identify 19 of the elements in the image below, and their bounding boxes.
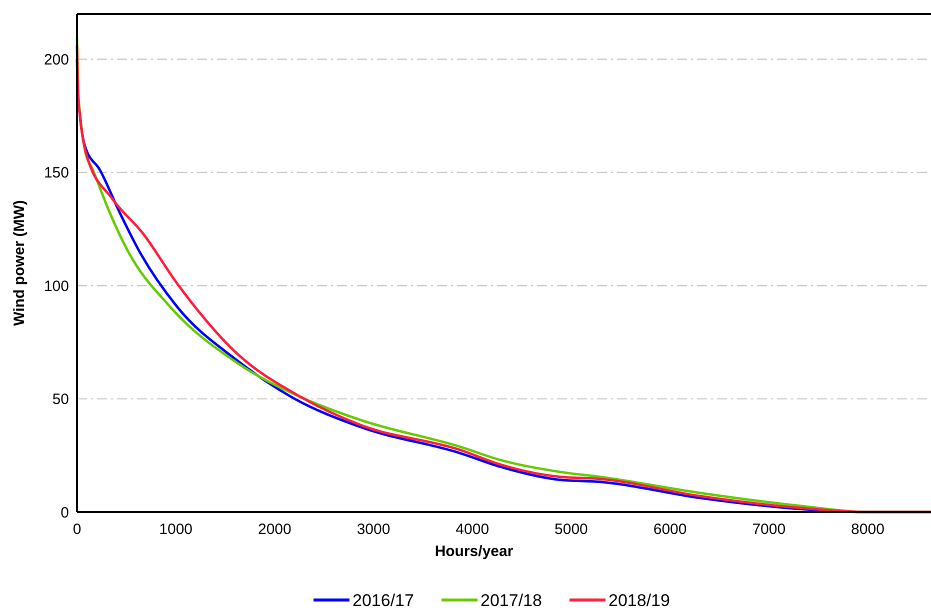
x-tick-label: 3000 — [356, 521, 390, 538]
x-tick-label: 8000 — [851, 521, 884, 538]
y-tick-label: 50 — [52, 391, 69, 408]
y-tick-label: 0 — [60, 504, 69, 522]
legend-label: 2016/17 — [352, 591, 414, 610]
x-tick-label: 2000 — [258, 521, 292, 538]
legend-label: 2017/18 — [480, 591, 542, 610]
y-axis-title: Wind power (MW) — [11, 200, 28, 326]
y-tick-label: 150 — [44, 164, 69, 182]
y-tick-label: 100 — [44, 278, 69, 295]
y-tick-label: 200 — [44, 52, 69, 69]
x-tick-label: 7000 — [752, 521, 786, 538]
legend-label: 2018/19 — [608, 591, 670, 610]
x-tick-label: 0 — [72, 521, 82, 538]
x-axis-title: Hours/year — [434, 543, 514, 560]
x-tick-label: 6000 — [653, 521, 687, 538]
x-tick-label: 5000 — [554, 521, 588, 538]
x-tick-label: 1000 — [159, 521, 193, 538]
x-tick-label: 4000 — [456, 521, 490, 538]
